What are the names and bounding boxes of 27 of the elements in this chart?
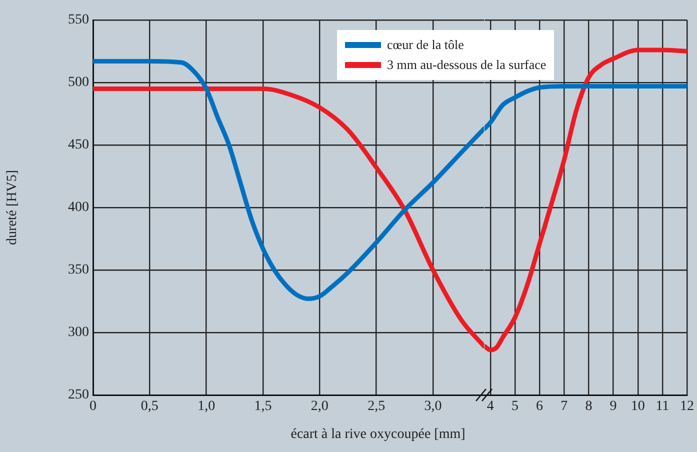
y-tick-label: 400 bbox=[68, 200, 89, 216]
y-tick-label: 550 bbox=[68, 12, 89, 28]
legend-label: cœur de la tôle bbox=[387, 36, 464, 54]
x-tick-label: 5 bbox=[511, 399, 518, 414]
x-tick-label: 12 bbox=[680, 399, 694, 414]
x-tick-label: 2,0 bbox=[310, 399, 328, 414]
y-tick-label: 500 bbox=[68, 75, 89, 90]
x-tick-label: 7 bbox=[560, 399, 568, 414]
x-tick-label: 11 bbox=[656, 399, 670, 414]
x-tick-label: 0 bbox=[90, 399, 96, 414]
y-tick-label: 300 bbox=[68, 325, 89, 340]
y-tick-label: 250 bbox=[68, 388, 89, 403]
x-tick-label: 0,5 bbox=[140, 399, 158, 414]
x-tick-label: 6 bbox=[536, 399, 544, 414]
x-tick-label: 3,0 bbox=[424, 399, 442, 414]
x-tick-label: 10 bbox=[630, 399, 645, 414]
legend-label: 3 mm au-dessous de la surface bbox=[387, 56, 546, 74]
x-tick-label: 4 bbox=[486, 399, 494, 414]
x-tick-label: 1,0 bbox=[198, 399, 216, 414]
x-tick-label: 1,5 bbox=[254, 399, 272, 414]
x-tick-label: 8 bbox=[585, 399, 592, 414]
x-tick-label: 9 bbox=[610, 399, 617, 414]
y-axis-title: dureté [HV5] bbox=[5, 170, 20, 246]
x-axis-title: écart à la rive oxycoupée [mm] bbox=[290, 427, 466, 443]
y-tick-label: 450 bbox=[68, 138, 89, 153]
x-tick-label: 2,5 bbox=[368, 399, 386, 414]
y-tick-label: 350 bbox=[68, 262, 89, 278]
